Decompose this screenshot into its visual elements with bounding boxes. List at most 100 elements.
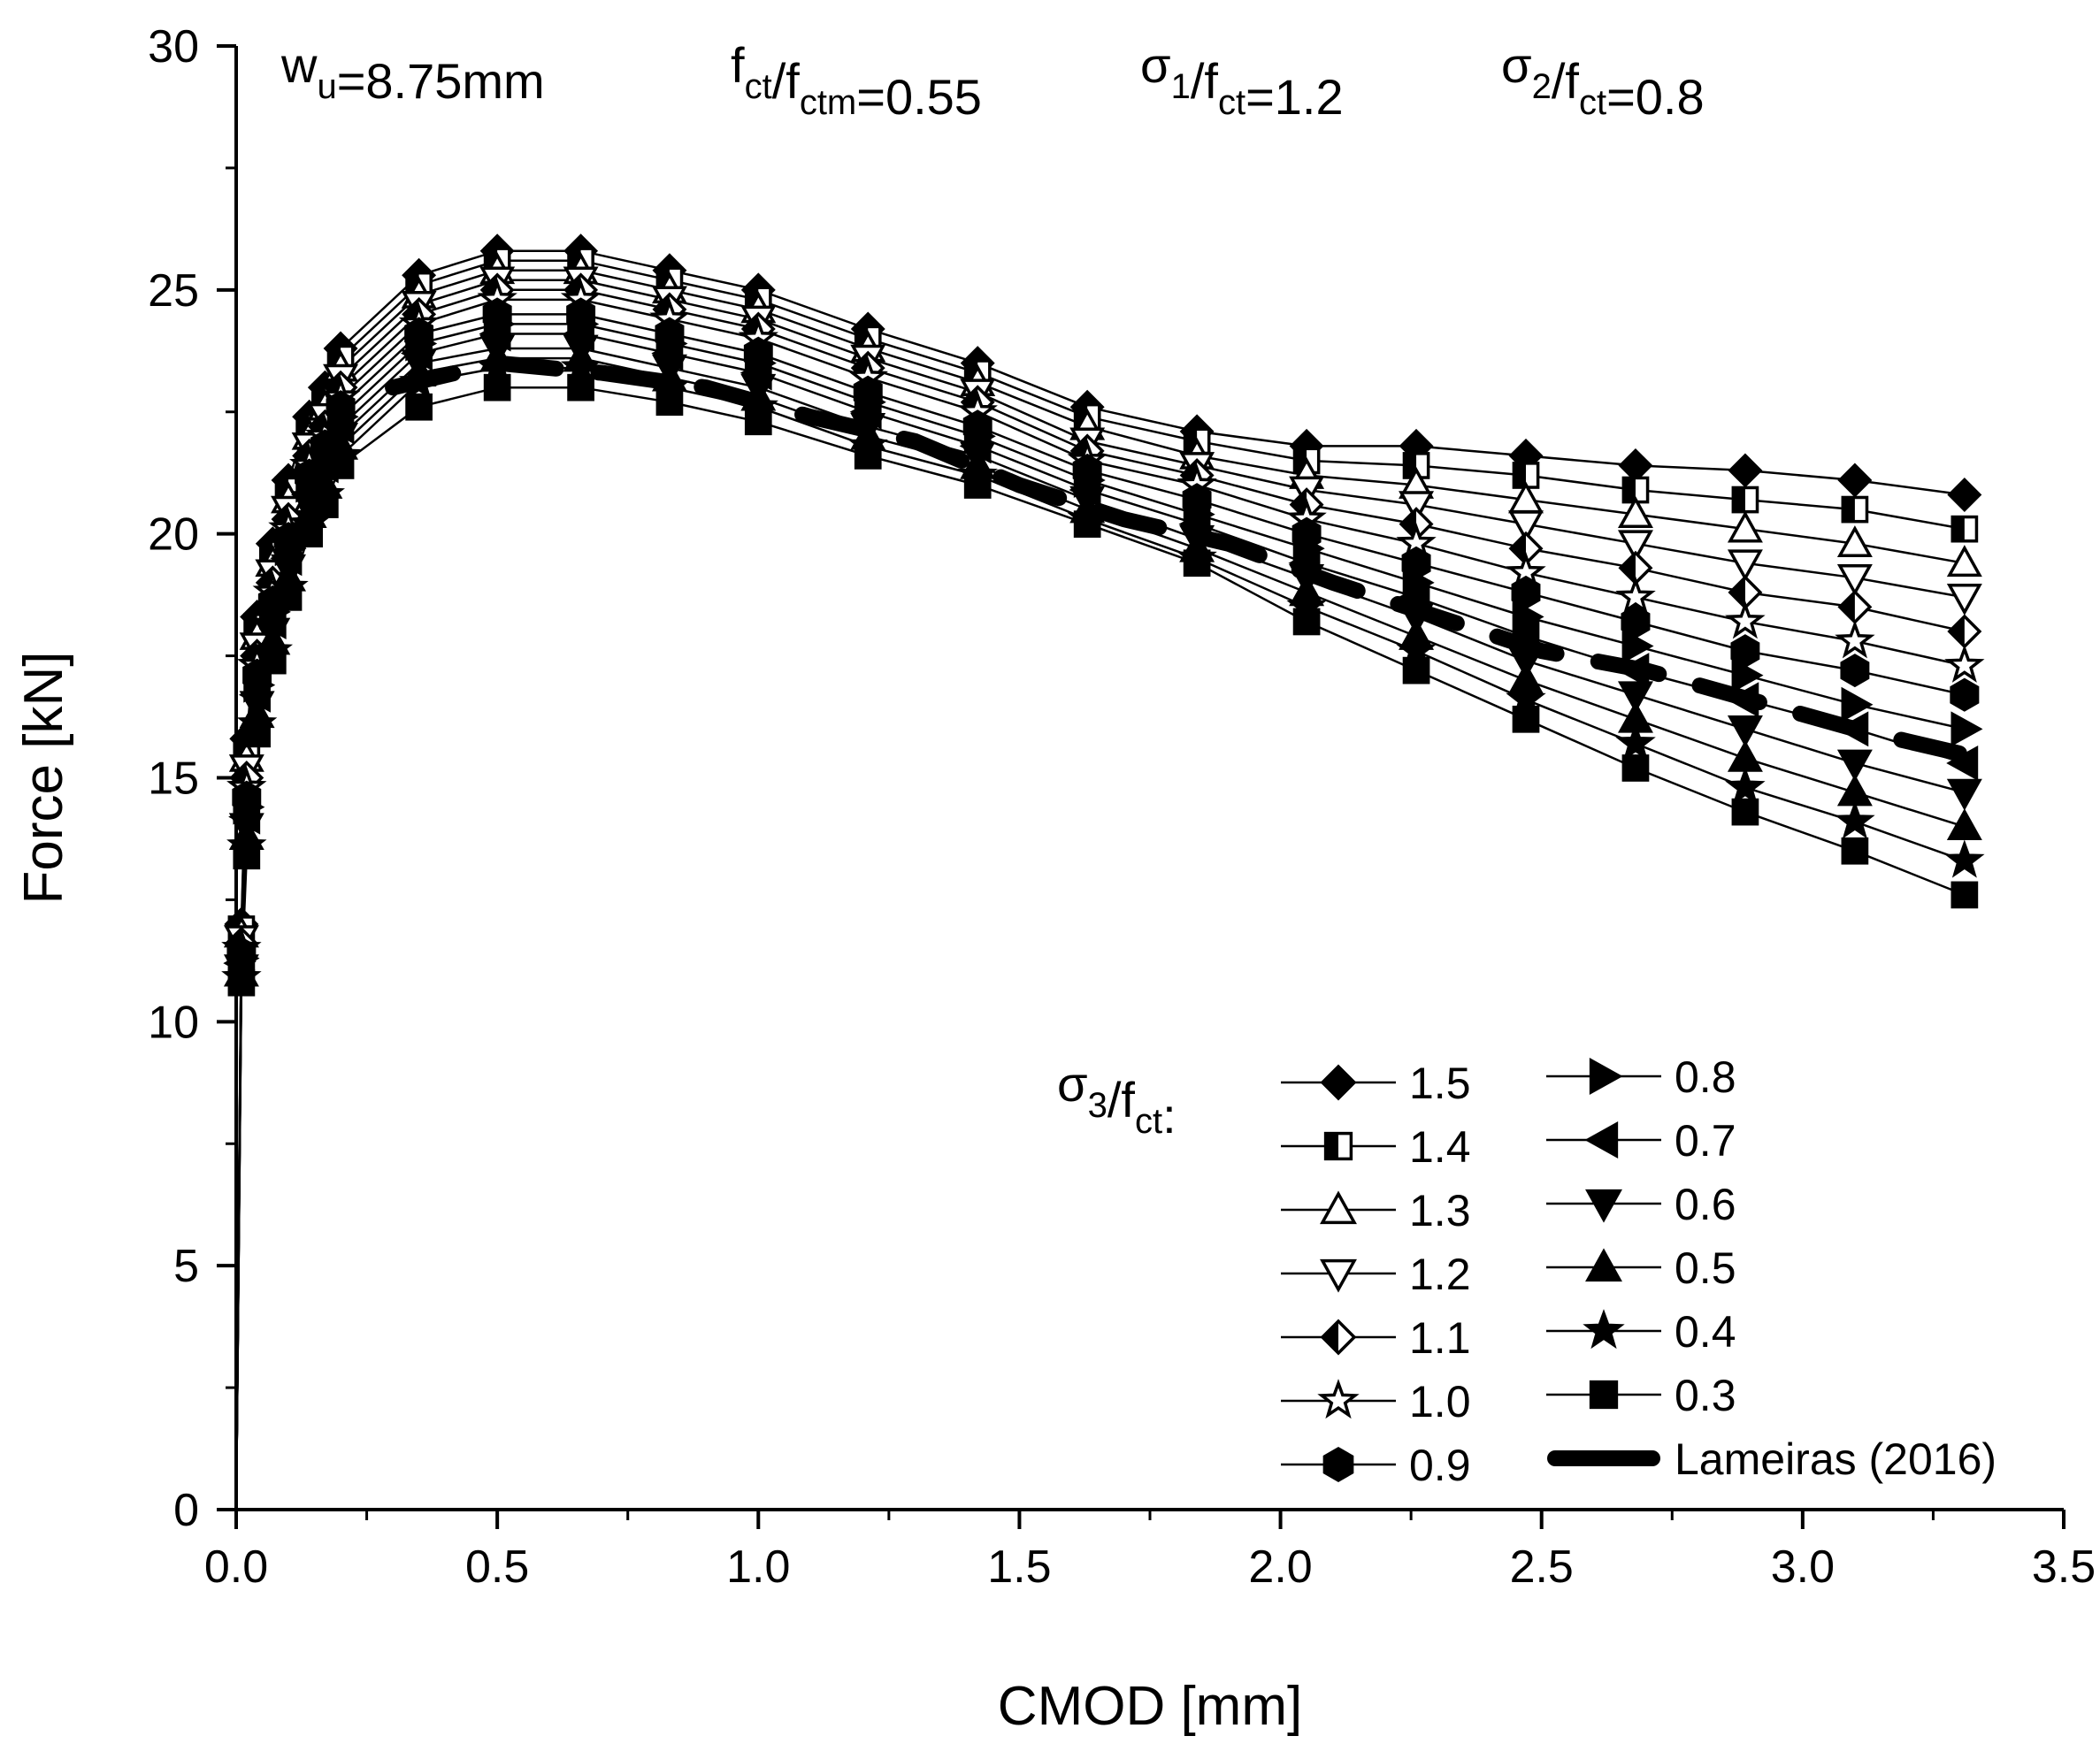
parameter-annotation: wu=8.75mm [280,37,545,109]
data-point-0-8 [1731,657,1764,693]
data-point-0-3 [1841,837,1869,865]
data-point-1-0 [1725,600,1766,639]
data-point-0-3 [326,452,355,479]
data-point-1-1 [1618,550,1653,585]
data-point-1-4 [1951,515,1979,543]
legend-entry: 0.9 [1281,1441,1471,1490]
data-point-0-3 [310,491,339,518]
series-layer [221,233,1985,1510]
data-point-0-6 [1946,778,1982,811]
data-point-0-3 [233,842,261,870]
legend-marker [1320,1258,1357,1293]
legend-title: σ3/fct: [1057,1056,1176,1143]
data-point-0-8 [1951,711,1983,747]
data-point-0-4 [1725,766,1766,805]
y-tick-label: 25 [148,265,199,317]
data-point-0-3 [1292,608,1321,636]
y-tick-label: 10 [148,997,199,1048]
series-line-lameiras-2016 [385,355,1967,761]
data-point-0-3 [243,720,271,748]
legend: σ3/fct: 1.5 1.4 1.3 1.2 1.1 1.0 0.9 0.8 0.7 0.6 0.5… [1057,1052,1997,1490]
x-axis-title: CMOD [mm] [998,1676,1302,1737]
legend-entry: 0.4 [1546,1307,1736,1357]
legend-label: 0.3 [1675,1371,1736,1420]
data-point-0-6 [1727,715,1763,747]
legend-label: 1.2 [1409,1250,1471,1299]
legend-label: 0.7 [1675,1116,1736,1166]
legend-entry: 1.2 [1281,1250,1471,1299]
y-tick-label: 30 [148,21,199,73]
data-point-0-3 [1512,705,1540,733]
legend-entry: Lameiras (2016) [1547,1434,1997,1484]
data-point-0-3 [963,471,992,499]
data-point-1-3 [1727,510,1763,543]
legend-label: 0.4 [1675,1307,1736,1357]
data-point-0-3 [854,442,882,470]
legend-marker [1584,1121,1619,1159]
data-point-0-5 [1946,808,1982,841]
legend-entry: 1.0 [1281,1377,1471,1426]
legend-marker [1320,1319,1357,1356]
x-tick-label: 0.0 [204,1541,268,1593]
y-tick-label: 20 [148,509,199,561]
legend-entry: 0.5 [1546,1243,1736,1293]
legend-label: 1.0 [1409,1377,1471,1426]
data-point-1-4 [1731,486,1759,514]
data-point-1-3 [1617,495,1653,528]
data-point-0-3 [1402,656,1430,684]
legend-marker [1322,1446,1354,1483]
data-point-1-2 [1399,491,1435,524]
data-point-0-6 [1617,681,1653,714]
x-tick-label: 2.0 [1248,1541,1312,1593]
data-point-1-2 [1836,563,1873,596]
parameter-annotation: σ1/fct=1.2 [1140,37,1344,125]
legend-entry: 0.8 [1546,1052,1736,1102]
data-point-1-4 [1841,495,1869,524]
legend-entry: 0.6 [1546,1180,1736,1229]
x-tick-label: 3.5 [2032,1541,2096,1593]
data-point-1-3 [1836,525,1873,558]
parameter-annotation: σ2/fct=0.8 [1501,37,1705,125]
y-axis-title: Force [kN] [13,652,74,905]
data-point-1-0 [1835,620,1875,659]
legend-marker [1320,1064,1357,1101]
data-point-1-5 [1728,453,1763,488]
x-tick-label: 3.0 [1771,1541,1835,1593]
legend-marker [1320,1190,1357,1225]
data-point-0-4 [1944,839,1985,878]
data-point-0-8 [1512,599,1544,635]
annotations: wu=8.75mm fct/fctm=0.55 σ1/fct=1.2 σ2/fct=0… [280,37,1705,125]
data-point-0-4 [1615,723,1656,761]
data-point-1-0 [1615,576,1656,615]
data-point-0-3 [295,520,323,548]
x-tick-label: 1.5 [987,1541,1051,1593]
legend-marker [1589,1380,1619,1410]
data-point-1-5 [1947,478,1982,513]
data-point-1-2 [1508,510,1544,543]
y-tick-label: 0 [173,1485,199,1536]
parameter-annotation: fct/fctm=0.55 [731,37,982,125]
x-tick-label: 2.5 [1510,1541,1574,1593]
legend-label: Lameiras (2016) [1675,1434,1997,1484]
data-point-0-3 [227,968,256,997]
legend-entry: 1.1 [1281,1313,1471,1363]
data-point-0-3 [1731,798,1759,826]
legend-label: 0.6 [1675,1180,1736,1229]
data-point-1-0 [1944,644,1985,683]
data-point-0-3 [655,388,684,417]
legend-entry: 1.4 [1281,1122,1471,1172]
data-point-1-1 [1508,531,1544,566]
data-point-1-2 [1617,530,1653,562]
data-point-1-4 [1183,427,1211,455]
data-point-0-3 [258,646,287,675]
series-markers [221,233,1985,997]
data-point-0-8 [1621,628,1654,664]
legend-label: 1.5 [1409,1059,1471,1108]
data-point-1-2 [1727,549,1763,582]
legend-marker [1589,1058,1623,1095]
legend-marker [1323,1131,1353,1161]
legend-entry: 1.3 [1281,1186,1471,1235]
legend-label: 0.9 [1409,1441,1471,1490]
